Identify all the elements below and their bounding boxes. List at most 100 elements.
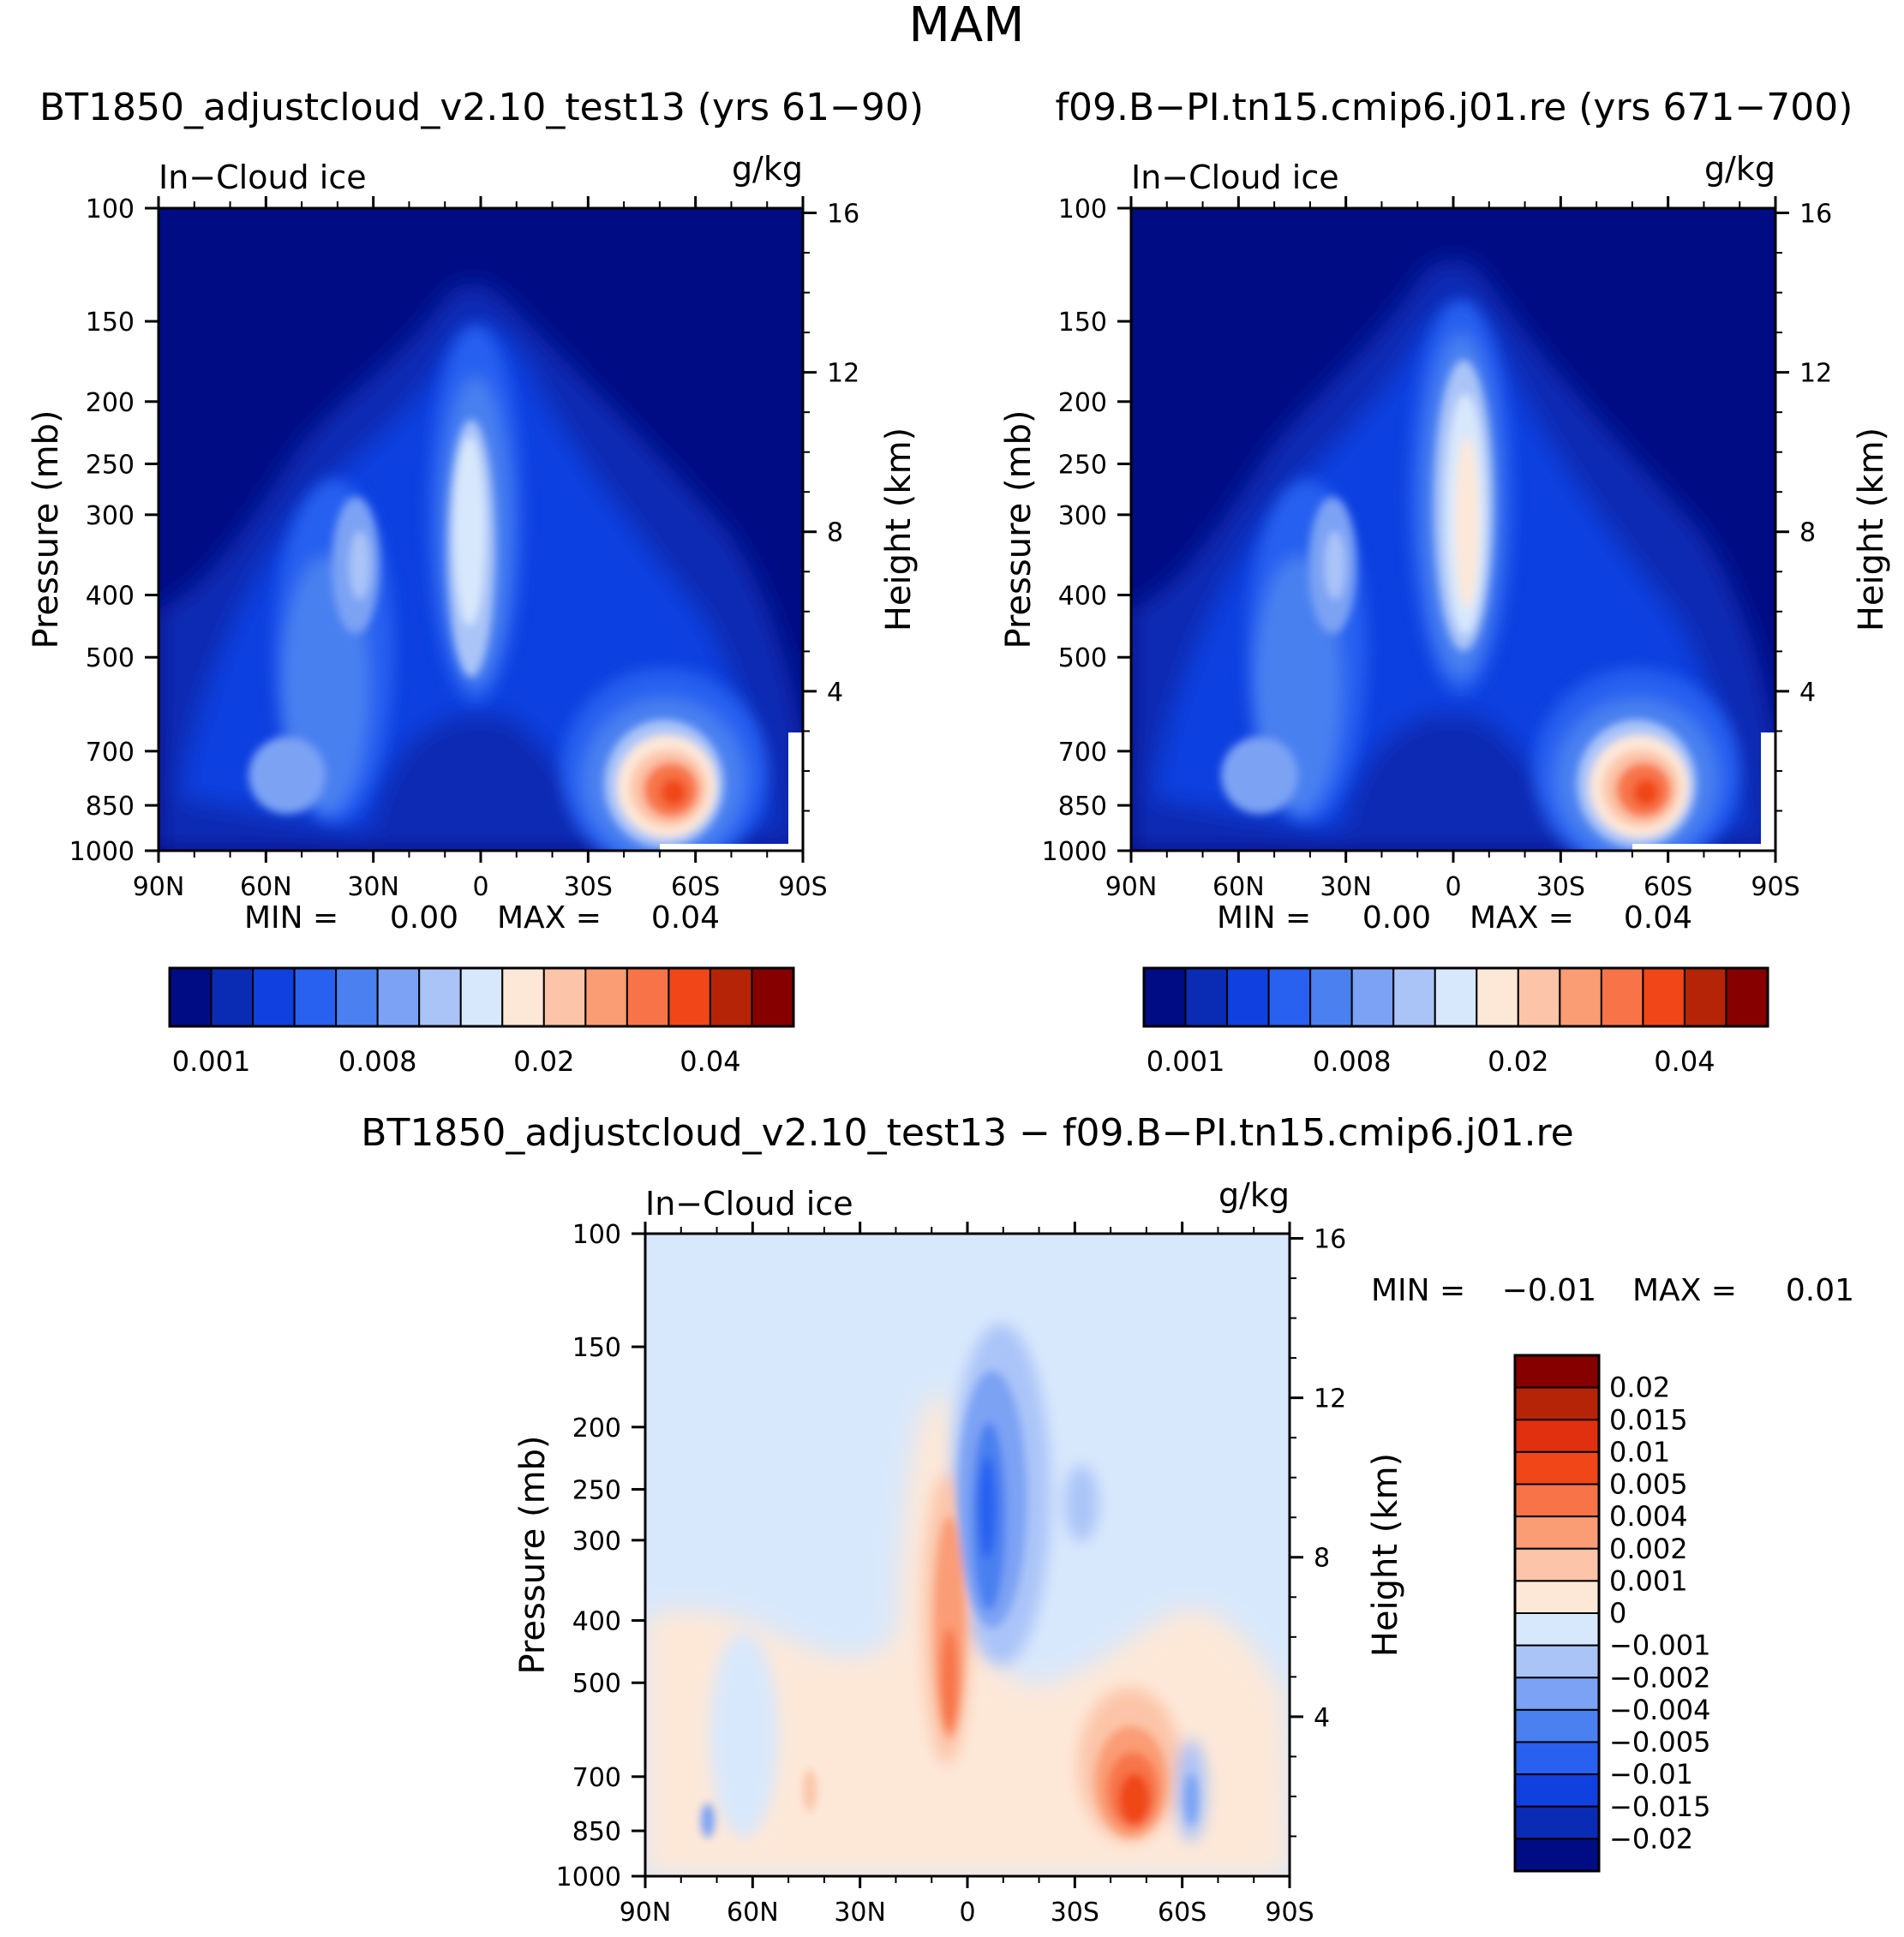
max-value: 0.04	[1624, 900, 1692, 936]
y-tick-label: 200	[572, 1414, 621, 1444]
x-tick-label: 60N	[240, 872, 292, 902]
colorbar-swatch	[1514, 1708, 1600, 1743]
colorbar-swatch	[501, 967, 545, 1027]
colorbar-label: 0.02	[513, 1045, 574, 1078]
colorbar-label: 0.02	[1609, 1372, 1670, 1404]
field-layer-core	[1221, 360, 1697, 848]
y-tick-label: 850	[86, 792, 135, 822]
colorbar-swatch	[1226, 967, 1270, 1027]
colorbar-swatch	[1267, 967, 1312, 1027]
y-tick-label: 1000	[1042, 837, 1107, 867]
x-tick-label: 30S	[564, 872, 613, 902]
height-axis-label: Height (km)	[1366, 1453, 1405, 1657]
panel-1: BT1850_adjustcloud_v2.10_test13 (yrs 61−…	[27, 86, 924, 1078]
field-layer-core	[701, 1371, 1198, 1838]
colorbar-label: −0.002	[1609, 1661, 1710, 1694]
max-value: 0.04	[651, 900, 720, 936]
colorbar-label: 0.001	[1147, 1045, 1225, 1078]
y-tick-label: 700	[572, 1763, 621, 1793]
nh-lowlevel-core	[248, 737, 326, 814]
y-tick-label: 100	[86, 194, 135, 224]
panel-diff-max-value: 0.01	[1786, 1273, 1854, 1308]
colorbar-swatch	[1514, 1612, 1600, 1647]
sh-midlat-max	[1633, 779, 1659, 806]
colorbar-swatch	[1392, 967, 1436, 1027]
colorbar-label: 0	[1609, 1597, 1626, 1629]
colorbar-swatch	[252, 967, 296, 1027]
x-tick-label: 90N	[620, 1898, 672, 1928]
colorbar-label: −0.005	[1609, 1726, 1710, 1759]
height-axis-label: Height (km)	[1852, 427, 1891, 631]
colorbar-swatch	[1683, 967, 1727, 1027]
colorbar-swatch	[1514, 1547, 1600, 1582]
colorbar-frame	[1142, 966, 1769, 1028]
y-tick-label: 400	[572, 1607, 621, 1637]
colorbar-swatch	[1517, 967, 1561, 1027]
colorbar-swatch	[1434, 967, 1478, 1027]
colorbar-swatch	[709, 967, 753, 1027]
y-tick-label: 850	[572, 1817, 621, 1847]
panel-diff-axes: 90N 60N 30N 0 30S 60S 90S 100 150 200 250 300 400 500…	[513, 1220, 1405, 1928]
y-axis-label: Pressure (mb)	[27, 410, 66, 649]
colorbar-swatch	[418, 967, 462, 1027]
colorbar-label: 0.02	[1488, 1045, 1548, 1078]
colorbar-label: 0.04	[1654, 1045, 1715, 1078]
colorbar-swatch	[1559, 967, 1602, 1027]
y-tick-label: 250	[86, 450, 135, 480]
colorbar-swatch	[1514, 1773, 1600, 1808]
y-tick-label: 150	[1058, 308, 1107, 338]
y-tick-label: 100	[572, 1220, 621, 1250]
x-tick-label: 60N	[727, 1898, 779, 1928]
x-tick-label: 30N	[1320, 872, 1372, 902]
colorbar-swatch	[1309, 967, 1353, 1027]
panel-1-units: g/kg	[732, 150, 803, 188]
panel-diff-field	[645, 1234, 1290, 1876]
colorbar-swatch	[1184, 967, 1229, 1027]
colorbar-swatch	[169, 967, 213, 1027]
panel-1-variable: In−Cloud ice	[159, 158, 367, 196]
x-tick-label: 0	[1445, 872, 1461, 902]
x-tick-label: 30S	[1536, 872, 1585, 902]
colorbar-label: 0.008	[1313, 1045, 1392, 1078]
colorbar-swatch	[1476, 967, 1519, 1027]
colorbar-swatch	[751, 967, 795, 1027]
y-tick-label: 300	[86, 501, 135, 531]
x-tick-label: 30N	[347, 872, 399, 902]
nh-upper-pale	[350, 531, 370, 600]
height-tick-label: 4	[1799, 678, 1816, 708]
colorbar-label: −0.001	[1609, 1629, 1710, 1662]
negative-blob-east	[1064, 1465, 1099, 1542]
y-tick-label: 850	[1058, 792, 1107, 822]
colorbar-swatch	[293, 967, 338, 1027]
colorbar-swatch	[1600, 967, 1644, 1027]
colorbar-swatch	[1514, 1450, 1600, 1486]
colorbar-label: 0.005	[1609, 1468, 1688, 1501]
missing-data-patch	[1761, 732, 1775, 851]
y-tick-label: 400	[1058, 582, 1107, 612]
x-tick-label: 60S	[1158, 1898, 1206, 1928]
colorbar-swatch	[1514, 1644, 1600, 1679]
negative-sh-core	[1184, 1773, 1198, 1825]
colorbar-swatch	[1514, 1805, 1600, 1840]
x-tick-label: 0	[959, 1898, 975, 1928]
y-tick-label: 500	[572, 1669, 621, 1699]
x-tick-label: 30N	[834, 1898, 886, 1928]
y-tick-label: 250	[1058, 450, 1107, 480]
y-tick-label: 150	[572, 1333, 621, 1363]
colorbar-swatch	[459, 967, 504, 1027]
height-tick-label: 16	[1799, 199, 1832, 229]
nh-lowlevel-core	[1221, 737, 1298, 814]
colorbar-frame	[1513, 1354, 1601, 1873]
x-tick-label: 30S	[1051, 1898, 1099, 1928]
negative-nh-core	[701, 1803, 715, 1838]
colorbar-swatch	[1514, 1838, 1600, 1872]
eq-core-peach	[1455, 437, 1479, 608]
height-tick-label: 8	[1314, 1544, 1330, 1574]
height-tick-label: 12	[1799, 359, 1832, 389]
colorbar-swatch	[584, 967, 628, 1027]
height-tick-label: 12	[1314, 1384, 1346, 1414]
colorbar-swatch	[1514, 1580, 1600, 1614]
y-axis-label: Pressure (mb)	[513, 1435, 553, 1674]
panel-diff-colorbar: 0.020.0150.010.0050.0040.0020.0010−0.001…	[1513, 1354, 1710, 1873]
panel-2: f09.B−PI.tn15.cmip6.j01.re (yrs 671−700)…	[999, 86, 1891, 1078]
